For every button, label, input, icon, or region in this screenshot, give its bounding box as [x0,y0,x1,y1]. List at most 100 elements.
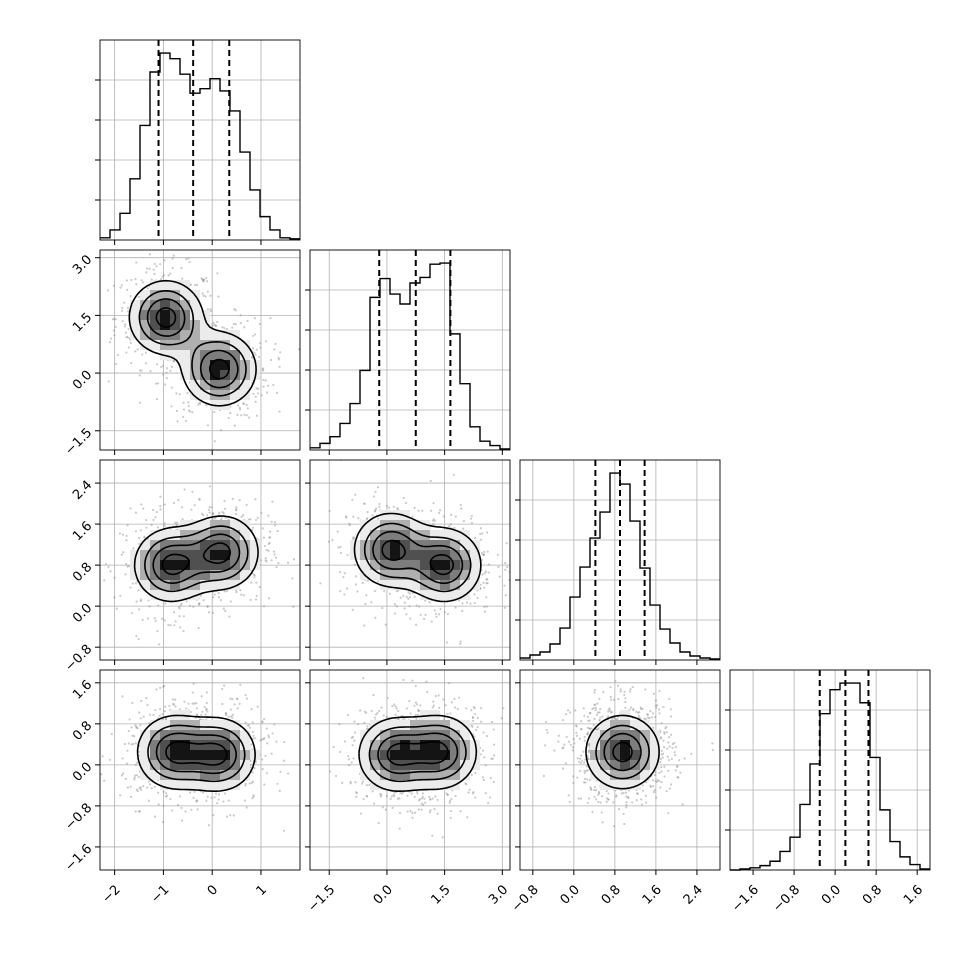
scatter-point [188,604,192,607]
scatter-points [100,485,296,646]
scatter-point [146,786,149,789]
scatter-point [398,811,402,815]
contour-line [161,542,232,576]
scatter-point [190,808,193,811]
scatter-point [180,267,183,270]
scatter-point [263,544,266,548]
histogram-series [310,262,510,450]
density-cell [130,320,140,330]
scatter-point [133,774,137,777]
scatter-point [235,591,238,594]
scatter-point [133,778,136,781]
scatter-point [161,821,165,824]
density-cell [220,350,230,360]
scatter-point [245,697,249,700]
scatter-point [223,792,227,795]
scatter-point [147,599,150,602]
density-cell [170,350,180,360]
density-cell [160,300,170,310]
scatter-point [162,804,165,807]
scatter-point [231,326,234,329]
density-cell [170,590,180,600]
scatter-point [191,411,194,414]
scatter-point [378,502,381,506]
scatter-point [405,707,409,710]
density-cell [430,540,440,550]
scatter-point [504,562,507,565]
density-cell [210,740,220,750]
scatter-point [282,759,286,762]
scatter-point [287,772,290,775]
density-cell [180,590,190,600]
scatter-point [104,562,108,566]
density-cell [180,560,190,570]
scatter-point [193,504,196,507]
density-cell [150,590,160,600]
scatter-point [214,792,218,795]
scatter-point [267,542,270,546]
y-tick-label: −1.6 [62,842,95,875]
density-cell [390,510,400,520]
density-cell [420,530,430,540]
scatter-point [142,715,145,718]
scatter-point [188,791,192,794]
scatter-point [270,520,273,523]
scatter-point [454,794,457,798]
scatter-point [254,737,257,740]
scatter-point [489,776,493,780]
scatter-point [254,395,257,398]
scatter-point [385,794,389,798]
scatter-point [139,786,142,789]
density-cell [250,540,260,550]
scatter-point [251,780,254,783]
scatter-point [126,336,129,339]
scatter-point [389,797,392,801]
density-cell [190,320,200,330]
density-cell [170,770,180,780]
x-tick-label: −1 [148,882,172,906]
scatter-point [144,351,147,354]
scatter-point [446,793,449,796]
contour-line [138,290,247,397]
y-tick-label: 2.4 [70,478,95,503]
scatter-point [339,570,342,574]
scatter-point [212,513,215,516]
scatter-point [373,716,377,719]
scatter-point [454,515,457,518]
scatter-point [235,509,238,512]
density-cell [230,380,240,390]
scatter-point [488,796,492,799]
density-cell [190,760,200,770]
density-cell [380,580,390,590]
scatter-point [483,756,486,759]
scatter-point [449,809,452,813]
scatter-point [376,486,380,489]
density-cell [200,570,210,580]
scatter-point [366,727,369,731]
scatter-point [438,511,441,515]
density-cell [130,550,140,560]
scatter-point [374,509,377,512]
scatter-point [183,488,186,491]
scatter-point [157,803,160,806]
density-cell [220,340,230,350]
y-tick-label: 0.8 [70,560,95,585]
x-tick-label: −0.8 [770,882,803,915]
scatter-point [431,706,434,709]
scatter-point [121,695,124,698]
scatter-point [471,725,474,728]
scatter-point [227,416,230,420]
scatter-point [252,334,255,338]
scatter-point [148,722,151,725]
scatter-point [213,517,216,520]
scatter-point [261,527,264,530]
scatter-point [363,721,366,724]
scatter-point [431,797,434,800]
density-cell [430,560,440,570]
scatter-point [277,562,280,565]
scatter-point [382,714,385,717]
density-cell [160,320,170,330]
scatter-point [135,283,138,286]
scatter-point [384,808,387,811]
scatter-point [432,700,435,703]
